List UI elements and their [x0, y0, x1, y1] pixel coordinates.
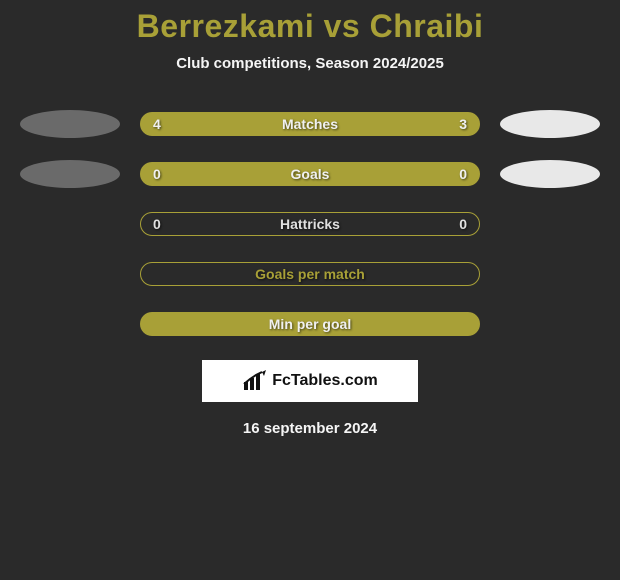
chart-icon	[242, 370, 268, 392]
stat-bar-goals: 0 Goals 0	[140, 162, 480, 186]
stat-label: Goals	[291, 166, 330, 182]
page-title: Berrezkami vs Chraibi	[0, 0, 620, 45]
stat-bar-hattricks: 0 Hattricks 0	[140, 212, 480, 236]
team-left-marker	[20, 160, 120, 188]
spacer	[20, 260, 120, 288]
date-text: 16 september 2024	[0, 420, 620, 437]
stat-right-value: 3	[459, 116, 467, 132]
stat-row: 0 Hattricks 0	[0, 210, 620, 238]
stat-row: 0 Goals 0	[0, 160, 620, 188]
stat-label: Goals per match	[255, 266, 365, 282]
spacer	[500, 260, 600, 288]
stat-bar-matches: 4 Matches 3	[140, 112, 480, 136]
fctables-logo: FcTables.com	[202, 360, 418, 402]
stats-area: 4 Matches 3 0 Goals 0 0 Hattricks 0 Goal…	[0, 110, 620, 338]
stat-right-value: 0	[459, 216, 467, 232]
stat-row: 4 Matches 3	[0, 110, 620, 138]
stat-bar-min-per-goal: Min per goal	[140, 312, 480, 336]
spacer	[20, 310, 120, 338]
team-left-marker	[20, 110, 120, 138]
stat-label: Matches	[282, 116, 338, 132]
page-subtitle: Club competitions, Season 2024/2025	[0, 55, 620, 72]
spacer	[20, 210, 120, 238]
stat-label: Min per goal	[269, 316, 351, 332]
logo-text: FcTables.com	[272, 372, 378, 390]
stat-label: Hattricks	[280, 216, 340, 232]
stat-left-value: 4	[153, 116, 161, 132]
stat-right-value: 0	[459, 166, 467, 182]
team-right-marker	[500, 110, 600, 138]
spacer	[500, 210, 600, 238]
stat-row: Min per goal	[0, 310, 620, 338]
stat-row: Goals per match	[0, 260, 620, 288]
spacer	[500, 310, 600, 338]
stat-left-value: 0	[153, 216, 161, 232]
stat-bar-goals-per-match: Goals per match	[140, 262, 480, 286]
stat-left-value: 0	[153, 166, 161, 182]
team-right-marker	[500, 160, 600, 188]
